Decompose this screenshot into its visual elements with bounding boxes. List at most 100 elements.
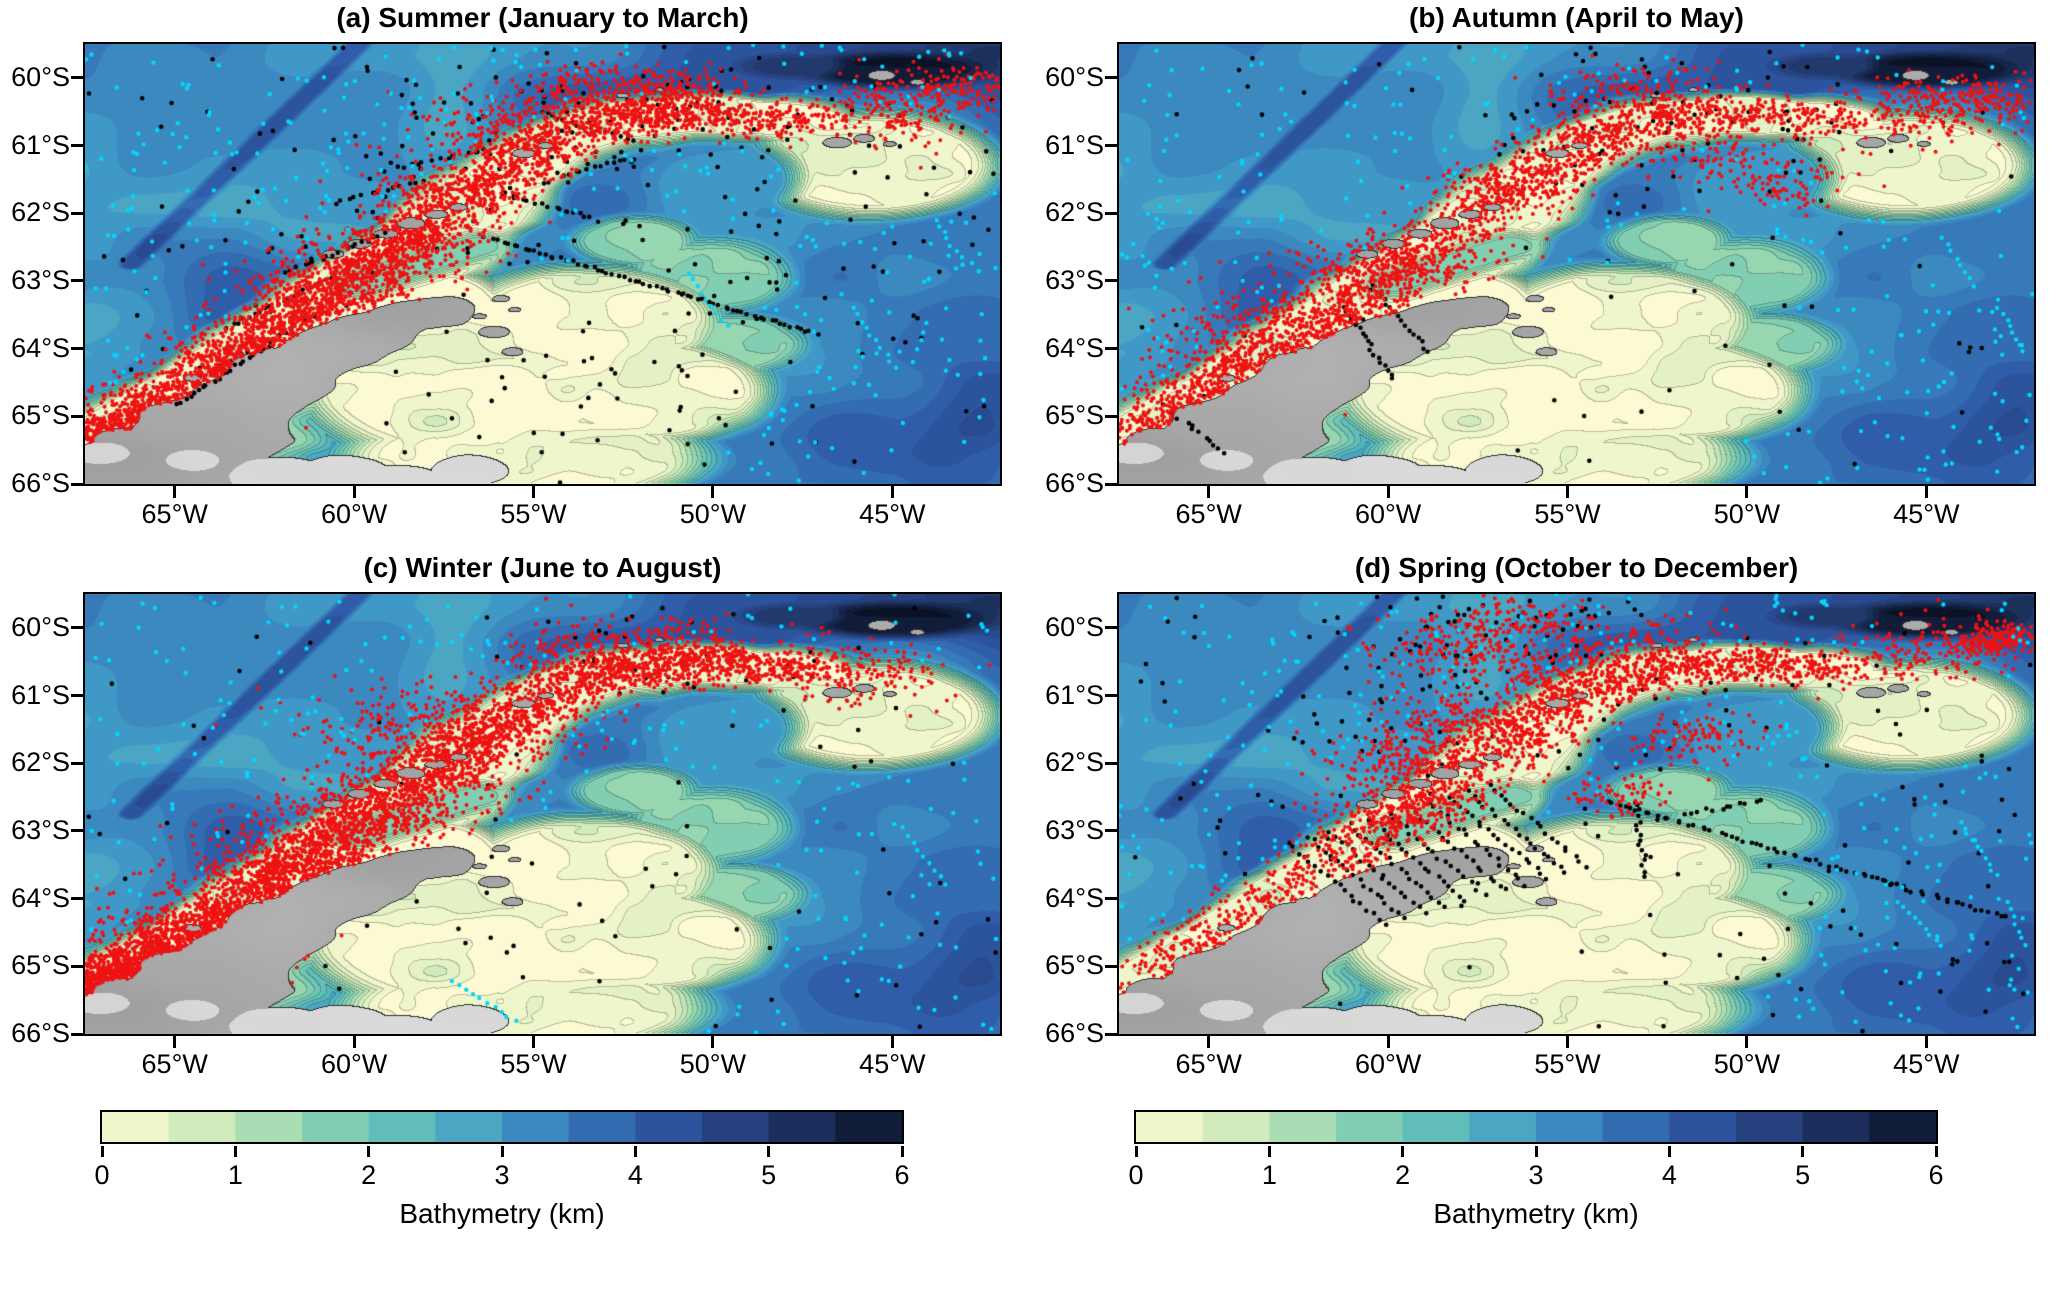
lon-tick-mark: [890, 486, 894, 498]
map-canvas-autumn: [1119, 44, 2034, 484]
lat-tick-label: 65°S: [11, 950, 70, 981]
colorbar-tick-label: 5: [1795, 1160, 1811, 1190]
lon-tick-mark: [1566, 486, 1570, 498]
lon-tick-mark: [1924, 1036, 1928, 1048]
lon-tick-mark: [1745, 1036, 1749, 1048]
lat-tick-label: 61°S: [1045, 679, 1104, 710]
lon-tick-label: 50°W: [679, 1049, 747, 1079]
lon-tick-label: 50°W: [679, 499, 747, 529]
lat-tick-mark: [1105, 897, 1117, 901]
lon-tick-label: 60°W: [320, 1049, 388, 1079]
colorbar-tick-label: 0: [1128, 1160, 1144, 1190]
lat-tick-label: 64°S: [1045, 882, 1104, 913]
lat-tick-mark: [1105, 626, 1117, 630]
lon-tick-label: 65°W: [141, 1049, 208, 1079]
lat-tick-label: 61°S: [11, 679, 70, 710]
colorbar-tick-label: 1: [1261, 1160, 1277, 1190]
lon-tick-label: 45°W: [859, 499, 926, 529]
lon-tick-label: 55°W: [1534, 499, 1601, 529]
lon-tick-label: 45°W: [859, 1049, 926, 1079]
lat-tick-mark: [71, 1032, 83, 1036]
lat-tick-label: 64°S: [11, 332, 70, 363]
panel-title-autumn: (b) Autumn (April to May): [1409, 2, 1744, 33]
colorbar-tick-mark: [1134, 1146, 1138, 1157]
colorbar-tick-mark: [1667, 1146, 1671, 1157]
lat-tick-label: 65°S: [11, 400, 70, 431]
colorbar-tick-label: 1: [227, 1160, 243, 1190]
lat-tick-mark: [1105, 144, 1117, 148]
lon-tick-mark: [1207, 486, 1211, 498]
map-canvas-spring: [1119, 594, 2034, 1034]
colorbar-frame-left: [100, 1110, 904, 1144]
colorbar-gradient-left: [102, 1112, 902, 1142]
colorbar-tick-mark: [1534, 1146, 1538, 1157]
panel-winter: (c) Winter (June to August) 60°S 61°S 62°S…: [0, 550, 1033, 1296]
lat-tick-mark: [1105, 211, 1117, 215]
lon-tick-mark: [352, 486, 356, 498]
lat-tick-label: 66°S: [11, 468, 70, 498]
colorbar-tick-mark: [1934, 1146, 1938, 1157]
lat-tick-label: 64°S: [1045, 332, 1104, 363]
lat-tick-mark: [1105, 829, 1117, 833]
lon-tick-label: 65°W: [1175, 499, 1242, 529]
colorbar-tick-label: 4: [627, 1160, 643, 1190]
colorbar-tick-mark: [1801, 1146, 1805, 1157]
lat-tick-mark: [1105, 76, 1117, 80]
lat-tick-label: 65°S: [1045, 400, 1104, 431]
lon-tick-label: 65°W: [1175, 1049, 1242, 1079]
lon-tick-mark: [173, 1036, 177, 1048]
colorbar-frame-right: [1134, 1110, 1938, 1144]
lat-tick-label: 60°S: [11, 611, 70, 642]
lon-tick-mark: [1207, 1036, 1211, 1048]
lat-tick-mark: [1105, 694, 1117, 698]
colorbar-tick-label: 3: [1528, 1160, 1544, 1190]
lat-tick-mark: [1105, 1032, 1117, 1036]
lon-tick-mark: [532, 1036, 536, 1048]
colorbar-tick-label: 5: [761, 1160, 777, 1190]
lon-tick-label: 65°W: [141, 499, 208, 529]
lon-tick-mark: [173, 486, 177, 498]
lon-tick-label: 55°W: [500, 1049, 567, 1079]
lon-tick-label: 45°W: [1893, 1049, 1960, 1079]
lon-tick-label: 60°W: [1354, 1049, 1422, 1079]
colorbar-tick-mark: [767, 1146, 771, 1157]
lon-tick-mark: [1386, 1036, 1390, 1048]
lon-tick-mark: [532, 486, 536, 498]
colorbar-tick-mark: [233, 1146, 237, 1157]
lat-tick-mark: [71, 482, 83, 486]
lat-tick-label: 62°S: [1045, 197, 1104, 228]
colorbar-tick-mark: [900, 1146, 904, 1157]
colorbar-tick-mark: [500, 1146, 504, 1157]
panel-autumn: (b) Autumn (April to May) 60°S 61°S 62°S 63…: [1034, 0, 2067, 548]
lon-tick-mark: [1924, 486, 1928, 498]
lat-tick-label: 63°S: [11, 264, 70, 295]
lat-tick-mark: [71, 76, 83, 80]
colorbar-tick-mark: [633, 1146, 637, 1157]
lat-tick-label: 62°S: [11, 197, 70, 228]
colorbar-tick-mark: [100, 1146, 104, 1157]
lat-tick-label: 63°S: [1045, 814, 1104, 845]
colorbar-gradient-right: [1136, 1112, 1936, 1142]
colorbar-tick-mark: [367, 1146, 371, 1157]
lat-tick-mark: [71, 414, 83, 418]
colorbar-tick-label: 2: [361, 1160, 377, 1190]
colorbar-tick-label: 3: [494, 1160, 510, 1190]
map-frame-winter: [83, 592, 1002, 1036]
lon-tick-mark: [1745, 486, 1749, 498]
lat-tick-label: 62°S: [1045, 747, 1104, 778]
lon-tick-label: 45°W: [1893, 499, 1960, 529]
colorbar-label-left: Bathymetry (km): [399, 1198, 605, 1229]
lat-tick-label: 64°S: [11, 882, 70, 913]
lon-tick-mark: [711, 486, 715, 498]
colorbar-tick-label: 4: [1661, 1160, 1677, 1190]
colorbar-tick-label: 2: [1395, 1160, 1411, 1190]
lon-tick-label: 55°W: [500, 499, 567, 529]
lat-tick-label: 63°S: [11, 814, 70, 845]
map-frame-autumn: [1117, 42, 2036, 486]
lon-tick-mark: [1566, 1036, 1570, 1048]
lat-tick-label: 62°S: [11, 747, 70, 778]
lon-tick-mark: [352, 1036, 356, 1048]
lat-tick-label: 61°S: [11, 129, 70, 160]
lon-tick-mark: [890, 1036, 894, 1048]
lon-tick-label: 50°W: [1713, 499, 1781, 529]
